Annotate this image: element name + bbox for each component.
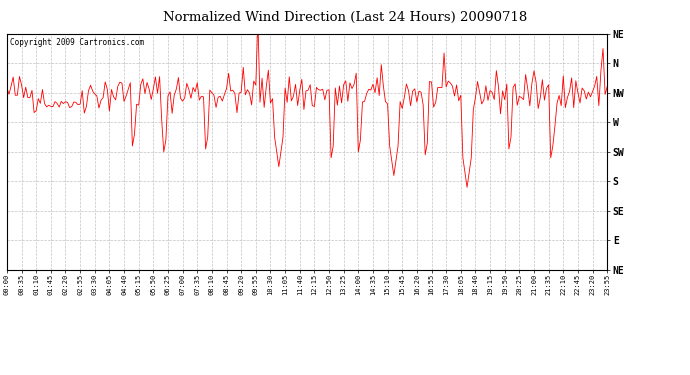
Text: Normalized Wind Direction (Last 24 Hours) 20090718: Normalized Wind Direction (Last 24 Hours… xyxy=(163,11,527,24)
Text: Copyright 2009 Cartronics.com: Copyright 2009 Cartronics.com xyxy=(10,39,144,48)
